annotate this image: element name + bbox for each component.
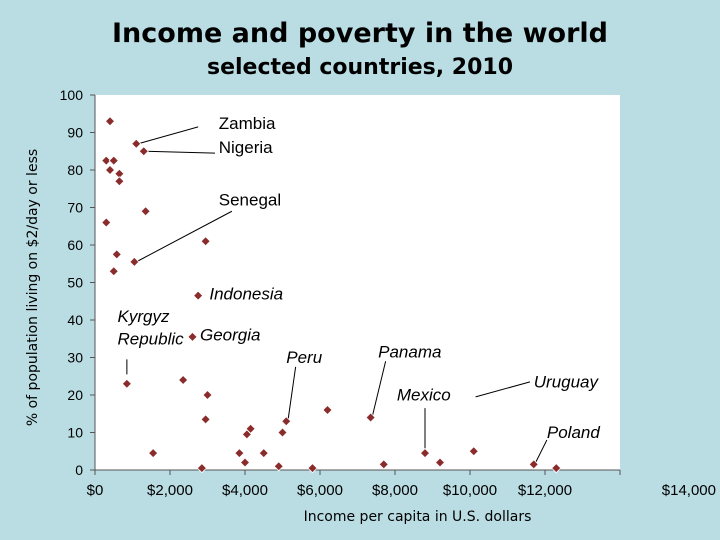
data-point bbox=[108, 266, 119, 277]
chart-title: Income and poverty in the world bbox=[112, 18, 608, 49]
data-point bbox=[131, 138, 142, 149]
y-tick-label: 20 bbox=[67, 387, 83, 403]
annotation-leader-line bbox=[137, 126, 199, 145]
data-point bbox=[378, 459, 389, 470]
data-point bbox=[101, 155, 112, 166]
data-point bbox=[121, 378, 132, 389]
data-point bbox=[551, 463, 562, 474]
annotation-leader-line bbox=[475, 381, 531, 398]
data-point bbox=[104, 164, 116, 176]
data-point bbox=[104, 116, 116, 127]
annotation-label: Poland bbox=[547, 423, 600, 442]
data-point bbox=[196, 463, 207, 474]
data-point bbox=[193, 290, 204, 301]
data-point bbox=[273, 461, 284, 472]
x-axis: $0 $2,000 $4,000 $6,000 $8,000 $10,000 $12,000… bbox=[87, 469, 716, 499]
x-tick-label: $0 bbox=[87, 482, 104, 499]
annotation-leader-line bbox=[136, 210, 233, 263]
data-point bbox=[178, 374, 189, 386]
data-point bbox=[239, 457, 251, 468]
annotation-label: Zambia bbox=[219, 114, 276, 133]
data-point bbox=[281, 416, 292, 427]
data-point bbox=[277, 427, 288, 438]
x-tick-label: $8,000 bbox=[372, 482, 418, 499]
y-tick-label: 0 bbox=[75, 462, 83, 478]
annotation-label: Peru bbox=[286, 348, 322, 367]
annotation-leader-line bbox=[145, 150, 216, 154]
y-tick-label: 40 bbox=[67, 312, 83, 328]
x-tick-label: $2,000 bbox=[147, 482, 193, 499]
x-axis-title: Income per capita in U.S. dollars bbox=[304, 509, 532, 525]
annotation-label: Kyrgyz bbox=[118, 307, 170, 326]
annotation-leader-line bbox=[287, 366, 297, 420]
data-points bbox=[101, 116, 562, 474]
y-axis: 0 10 20 30 40 50 60 70 80 90 100 bbox=[60, 87, 96, 478]
data-point bbox=[202, 389, 213, 401]
data-point bbox=[258, 448, 269, 459]
data-point bbox=[187, 331, 198, 342]
y-tick-label: 50 bbox=[67, 275, 83, 291]
annotation-leaders bbox=[126, 126, 548, 463]
data-point bbox=[148, 448, 159, 459]
data-point bbox=[108, 155, 119, 166]
data-point bbox=[129, 256, 140, 267]
data-point bbox=[419, 448, 431, 459]
annotation-label: Indonesia bbox=[209, 284, 283, 303]
y-tick-label: 10 bbox=[67, 425, 83, 441]
data-point bbox=[138, 146, 149, 157]
y-tick-label: 70 bbox=[67, 200, 83, 216]
data-point bbox=[234, 448, 245, 459]
data-point bbox=[200, 414, 211, 425]
annotation-label: Senegal bbox=[219, 191, 281, 210]
y-tick-label: 30 bbox=[67, 350, 83, 366]
data-point bbox=[140, 206, 151, 217]
annotation-label: Mexico bbox=[397, 386, 451, 405]
annotation-label: Georgia bbox=[200, 326, 260, 345]
y-tick-label: 60 bbox=[67, 237, 83, 253]
data-point bbox=[114, 176, 125, 187]
annotation-leader-line bbox=[535, 439, 548, 463]
data-point bbox=[111, 249, 122, 260]
data-point bbox=[322, 404, 333, 416]
chart-subtitle: selected countries, 2010 bbox=[206, 55, 513, 80]
y-tick-label: 90 bbox=[67, 125, 83, 141]
data-point bbox=[468, 446, 479, 457]
x-tick-label: $10,000 bbox=[443, 482, 497, 499]
plot-area bbox=[95, 95, 620, 470]
annotations: Zambia Nigeria Senegal Indonesia Georgia Kyrg… bbox=[118, 114, 601, 442]
annotation-label: Panama bbox=[378, 343, 441, 362]
data-point bbox=[528, 459, 539, 470]
x-tick-label: $4,000 bbox=[222, 482, 268, 499]
annotation-label: Nigeria bbox=[219, 138, 273, 157]
data-point bbox=[200, 236, 211, 247]
x-tick-label: $14,000 bbox=[662, 482, 716, 499]
x-tick-label: $12,000 bbox=[518, 482, 572, 499]
y-axis-title: % of population living on $2/day or less bbox=[25, 149, 41, 426]
annotation-label: Republic bbox=[118, 329, 185, 348]
annotation-label: Uruguay bbox=[534, 373, 600, 392]
y-tick-label: 80 bbox=[67, 162, 83, 178]
data-point bbox=[434, 457, 446, 468]
annotation-leader-line bbox=[372, 361, 387, 416]
x-tick-label: $6,000 bbox=[297, 482, 343, 499]
data-point bbox=[101, 217, 112, 228]
data-point bbox=[307, 463, 318, 474]
data-point bbox=[245, 423, 256, 434]
data-point bbox=[365, 412, 376, 423]
y-tick-label: 100 bbox=[60, 87, 84, 103]
